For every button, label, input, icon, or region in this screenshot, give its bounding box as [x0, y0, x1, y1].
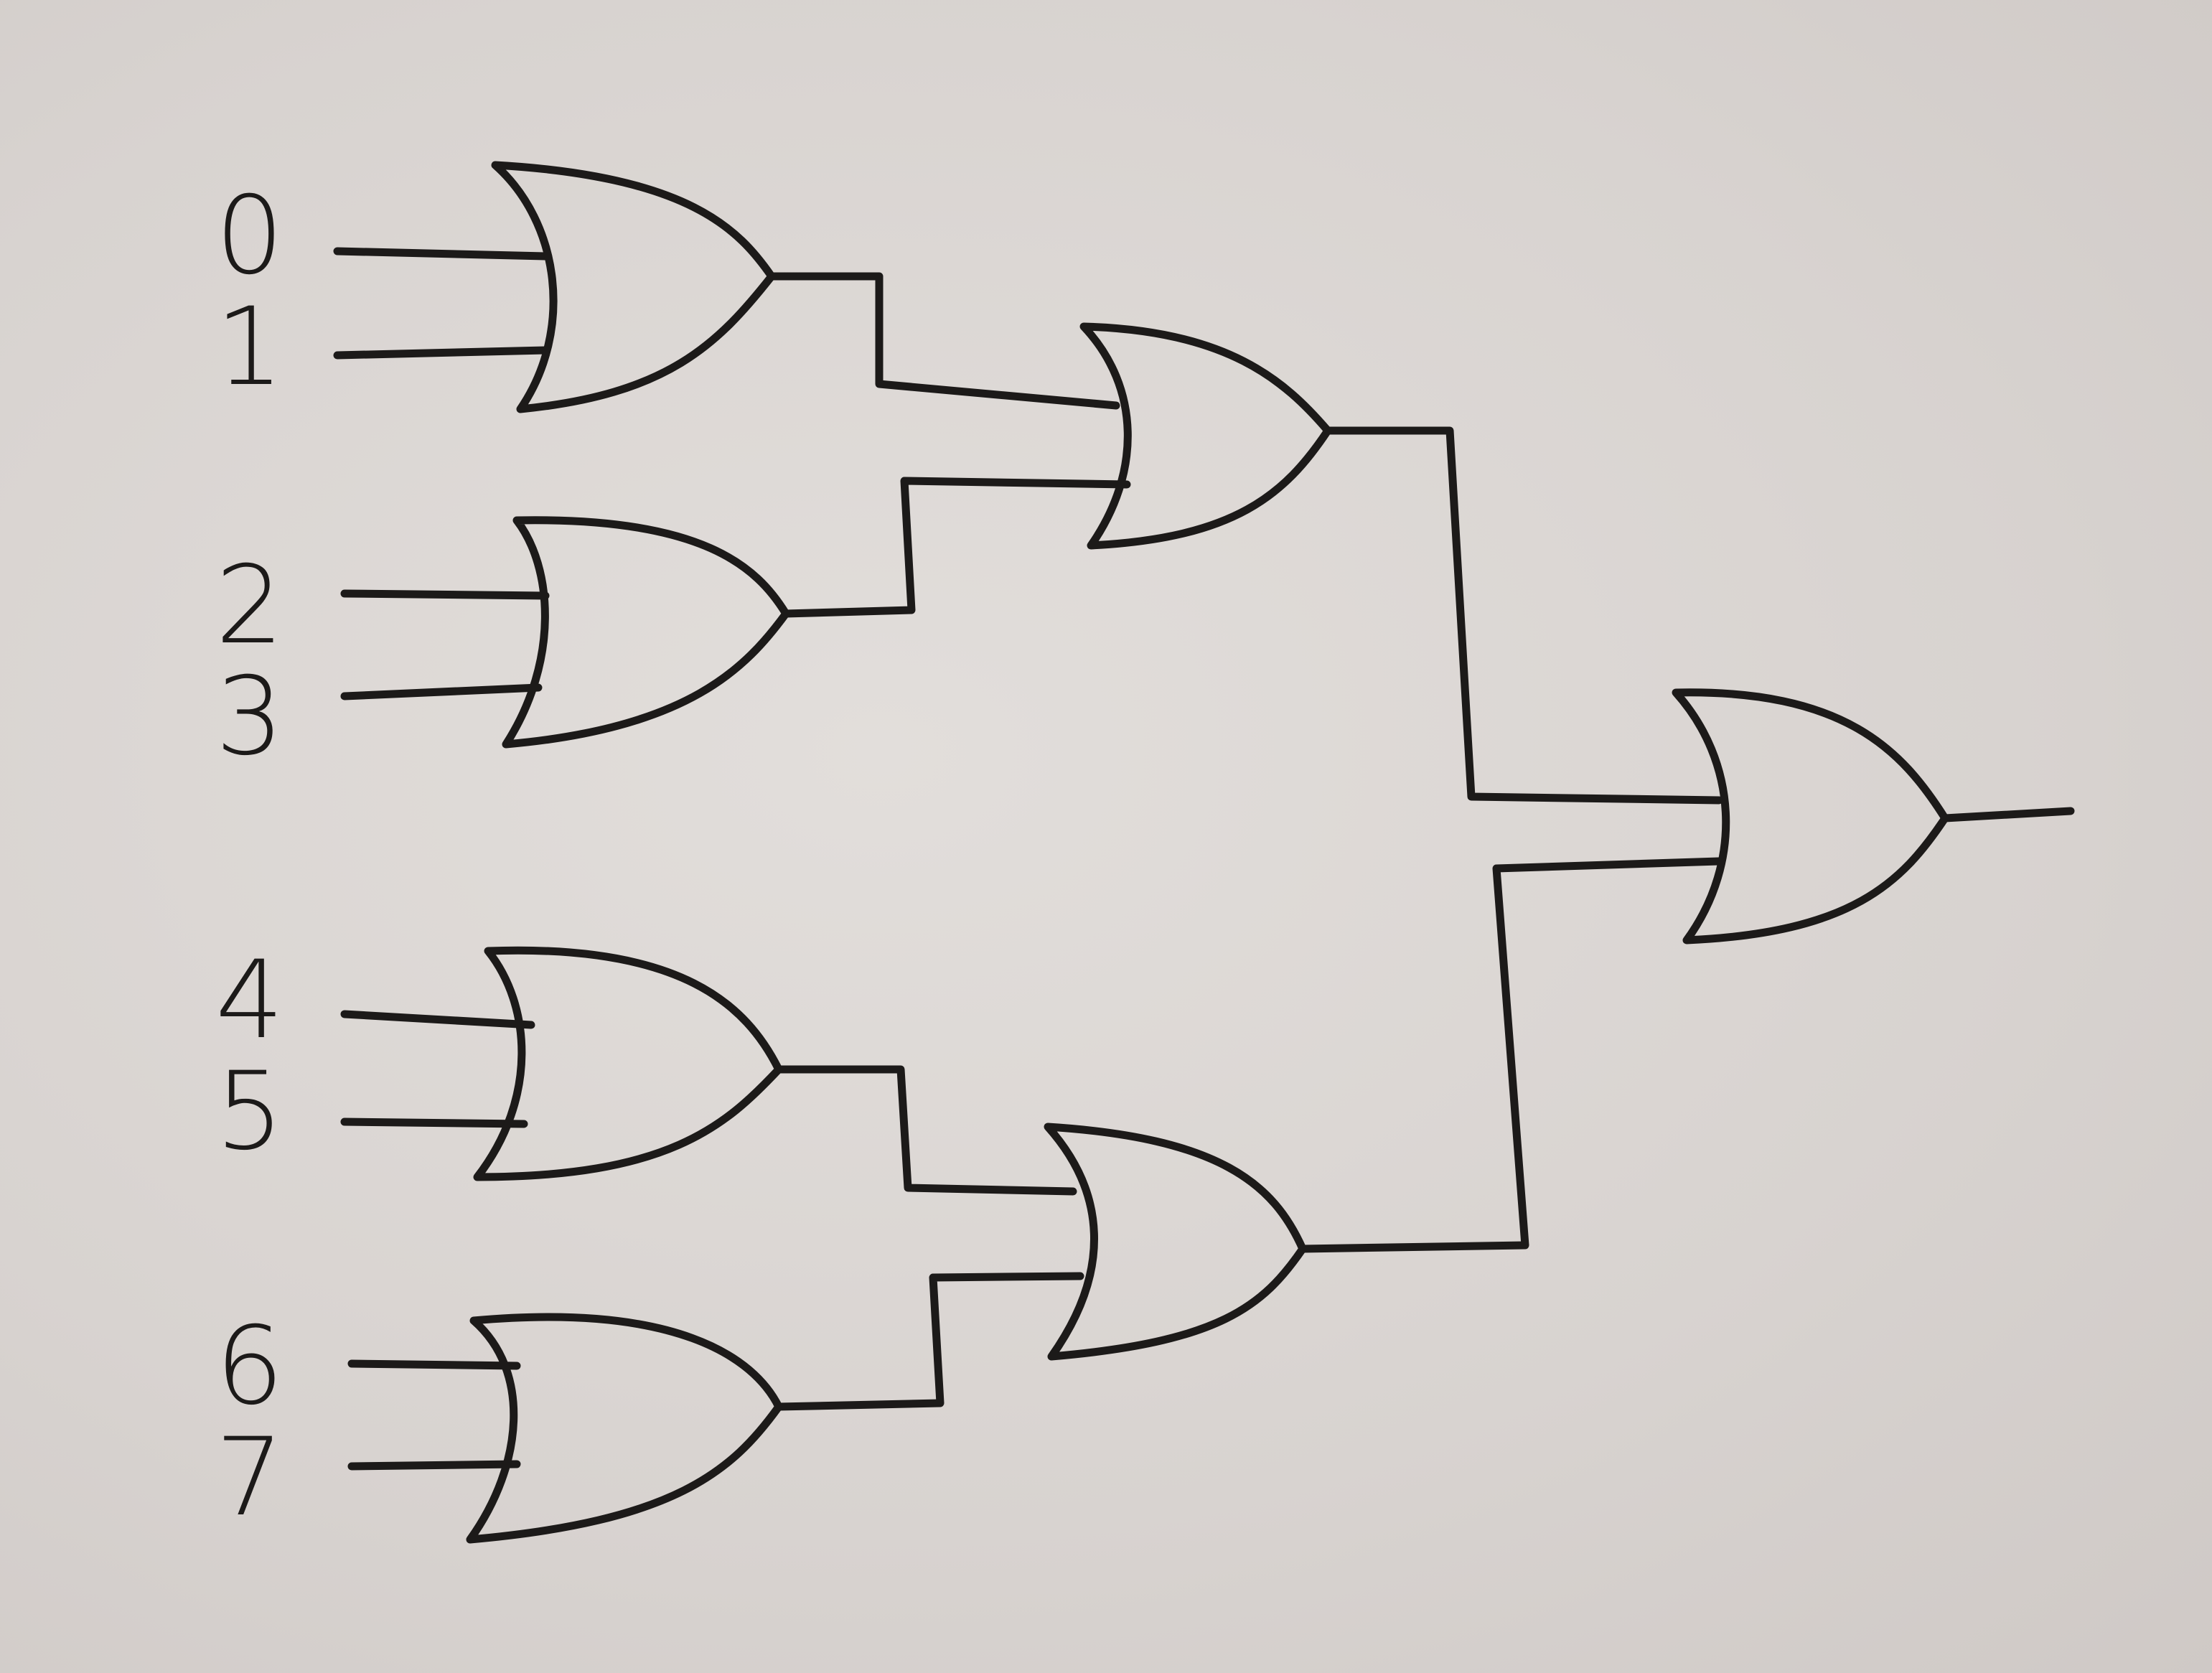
input-wire-5 [340, 1117, 528, 1128]
or-gate-5 [1044, 1123, 1307, 1361]
or-gate-4 [1079, 322, 1332, 550]
or-gate-2 [473, 946, 783, 1181]
wire-g4-to-g6 [1323, 426, 1723, 805]
wire-g2-to-g5 [774, 1065, 1077, 1196]
input-label-0: 0 [215, 174, 283, 299]
wire-g1-to-g4 [782, 477, 1131, 618]
input-label-6: 6 [215, 1304, 283, 1429]
wire-g5-to-g6 [1298, 857, 1723, 1253]
output-wire [1941, 807, 2075, 823]
input-label-3: 3 [215, 655, 283, 779]
or-gate-6 [1672, 688, 1949, 945]
input-wire-3 [340, 683, 543, 700]
input-wire-1 [333, 346, 550, 360]
input-label-2: 2 [215, 543, 283, 668]
or-gate-1 [502, 516, 790, 749]
input-label-7: 7 [215, 1415, 283, 1540]
input-label-5: 5 [215, 1049, 283, 1174]
or-gate-0 [491, 161, 776, 413]
wire-g3-to-g5 [774, 1272, 1084, 1411]
or-gate-3 [466, 1313, 783, 1544]
input-wire-6 [347, 1359, 521, 1370]
input-label-1: 1 [215, 285, 283, 410]
input-wire-0 [333, 247, 550, 261]
input-wire-7 [347, 1460, 521, 1471]
wire-g0-to-g4 [767, 272, 1120, 410]
input-wire-4 [340, 1010, 535, 1029]
input-label-4: 4 [215, 938, 283, 1063]
input-wire-2 [340, 589, 550, 600]
